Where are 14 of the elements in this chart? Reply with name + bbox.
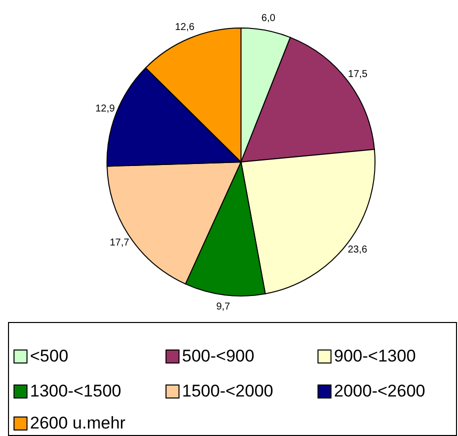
data-label: 17,5 xyxy=(348,68,368,80)
legend-label: 2000-<2600 xyxy=(334,381,426,400)
legend-label: 1500-<2000 xyxy=(182,381,274,400)
legend-label: 1300-<1500 xyxy=(30,381,122,400)
data-label: 6,0 xyxy=(261,13,276,24)
data-label: 9,7 xyxy=(216,302,231,313)
legend-label: 900-<1300 xyxy=(334,346,416,366)
legend-label: 500-<900 xyxy=(182,346,254,366)
data-label: 12,9 xyxy=(95,103,116,114)
legend-label: <500 xyxy=(30,346,68,366)
data-label: 23,6 xyxy=(348,244,368,256)
data-label: 12,6 xyxy=(174,22,195,33)
data-label: 17,7 xyxy=(110,238,130,249)
legend-label: 2600 u.mehr xyxy=(30,413,126,432)
